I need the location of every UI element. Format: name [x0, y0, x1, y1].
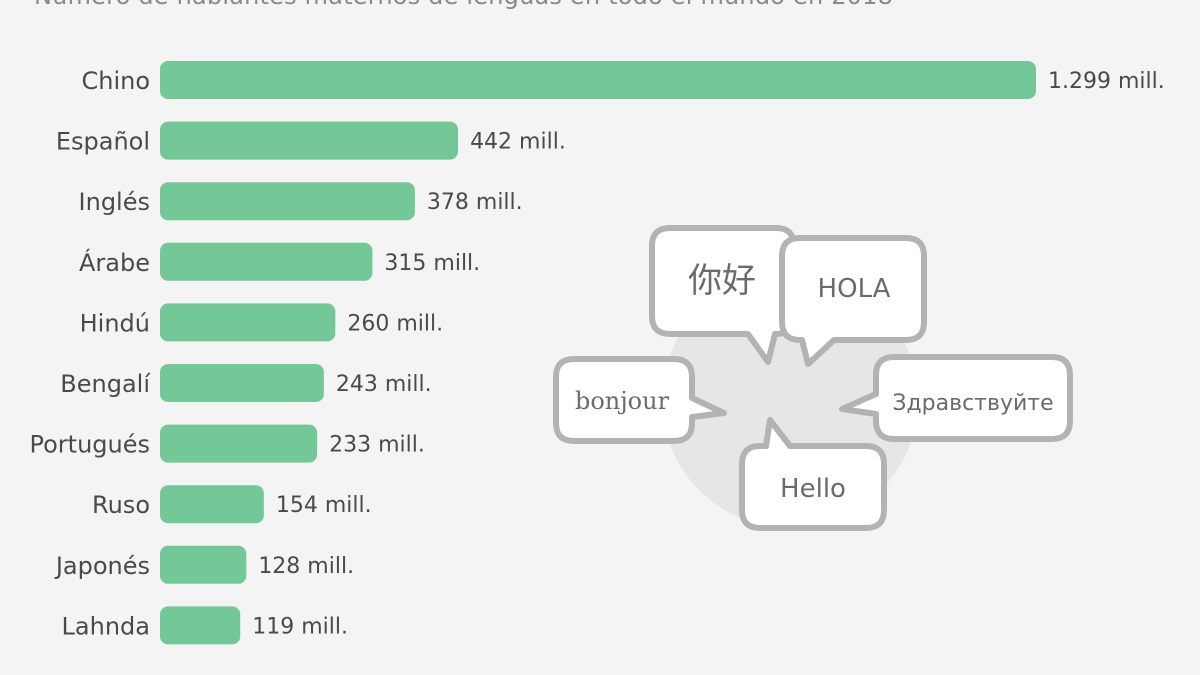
- bar: [160, 424, 318, 463]
- category-label: Japonés: [54, 552, 150, 580]
- bubble-chinese: 你好: [649, 225, 797, 365]
- bubble-spanish-shape: [779, 235, 927, 367]
- bubble-english-shape: [739, 417, 887, 531]
- bar: [160, 606, 241, 645]
- speech-bubbles-illustration: 你好 HOLA bonjour Здравствуйте Hello: [553, 225, 1073, 531]
- category-label: Chino: [81, 67, 150, 95]
- bar: [160, 182, 415, 221]
- chart-title: Número de hablantes maternos de lenguas …: [34, 0, 905, 10]
- bubble-russian-shape: [839, 354, 1073, 442]
- bubble-russian-text: Здравствуйте: [892, 391, 1053, 416]
- bubble-english: Hello: [739, 417, 887, 531]
- bubble-spanish-text: HOLA: [818, 274, 891, 304]
- bar: [160, 303, 336, 342]
- bubble-french-shape: [553, 356, 727, 444]
- category-label: Ruso: [92, 491, 150, 519]
- bar: [160, 61, 1036, 99]
- value-label: 1.299 mill.: [1048, 69, 1165, 94]
- bar: [160, 121, 459, 160]
- value-label: 154 mill.: [276, 493, 372, 518]
- bar: [160, 485, 264, 524]
- bar: [160, 545, 247, 584]
- category-label: Español: [56, 128, 150, 156]
- category-label: Hindú: [80, 309, 150, 337]
- bar: [160, 242, 373, 281]
- value-label: 243 mill.: [336, 372, 432, 397]
- category-label: Bengalí: [60, 370, 151, 398]
- value-label: 260 mill.: [347, 311, 443, 336]
- bubble-chinese-text: 你好: [688, 261, 756, 301]
- bubble-french-text: bonjour: [575, 387, 670, 415]
- bubble-french: bonjour: [553, 356, 727, 444]
- bubble-spanish: HOLA: [779, 235, 927, 367]
- bar-group: Chino 1.299 mill. Español 442 mill. Inglés 37…: [29, 61, 1165, 645]
- category-label: Árabe: [79, 248, 150, 277]
- value-label: 315 mill.: [384, 251, 480, 276]
- category-label: Portugués: [29, 431, 150, 459]
- value-label: 119 mill.: [252, 614, 348, 639]
- bubble-russian: Здравствуйте: [839, 354, 1073, 442]
- value-label: 378 mill.: [427, 190, 523, 215]
- value-label: 128 mill.: [258, 554, 354, 579]
- category-label: Lahnda: [62, 612, 150, 640]
- value-label: 233 mill.: [329, 433, 425, 458]
- category-label: Inglés: [79, 188, 150, 216]
- bar: [160, 364, 324, 402]
- bubble-english-text: Hello: [780, 474, 846, 504]
- value-label: 442 mill.: [470, 130, 566, 155]
